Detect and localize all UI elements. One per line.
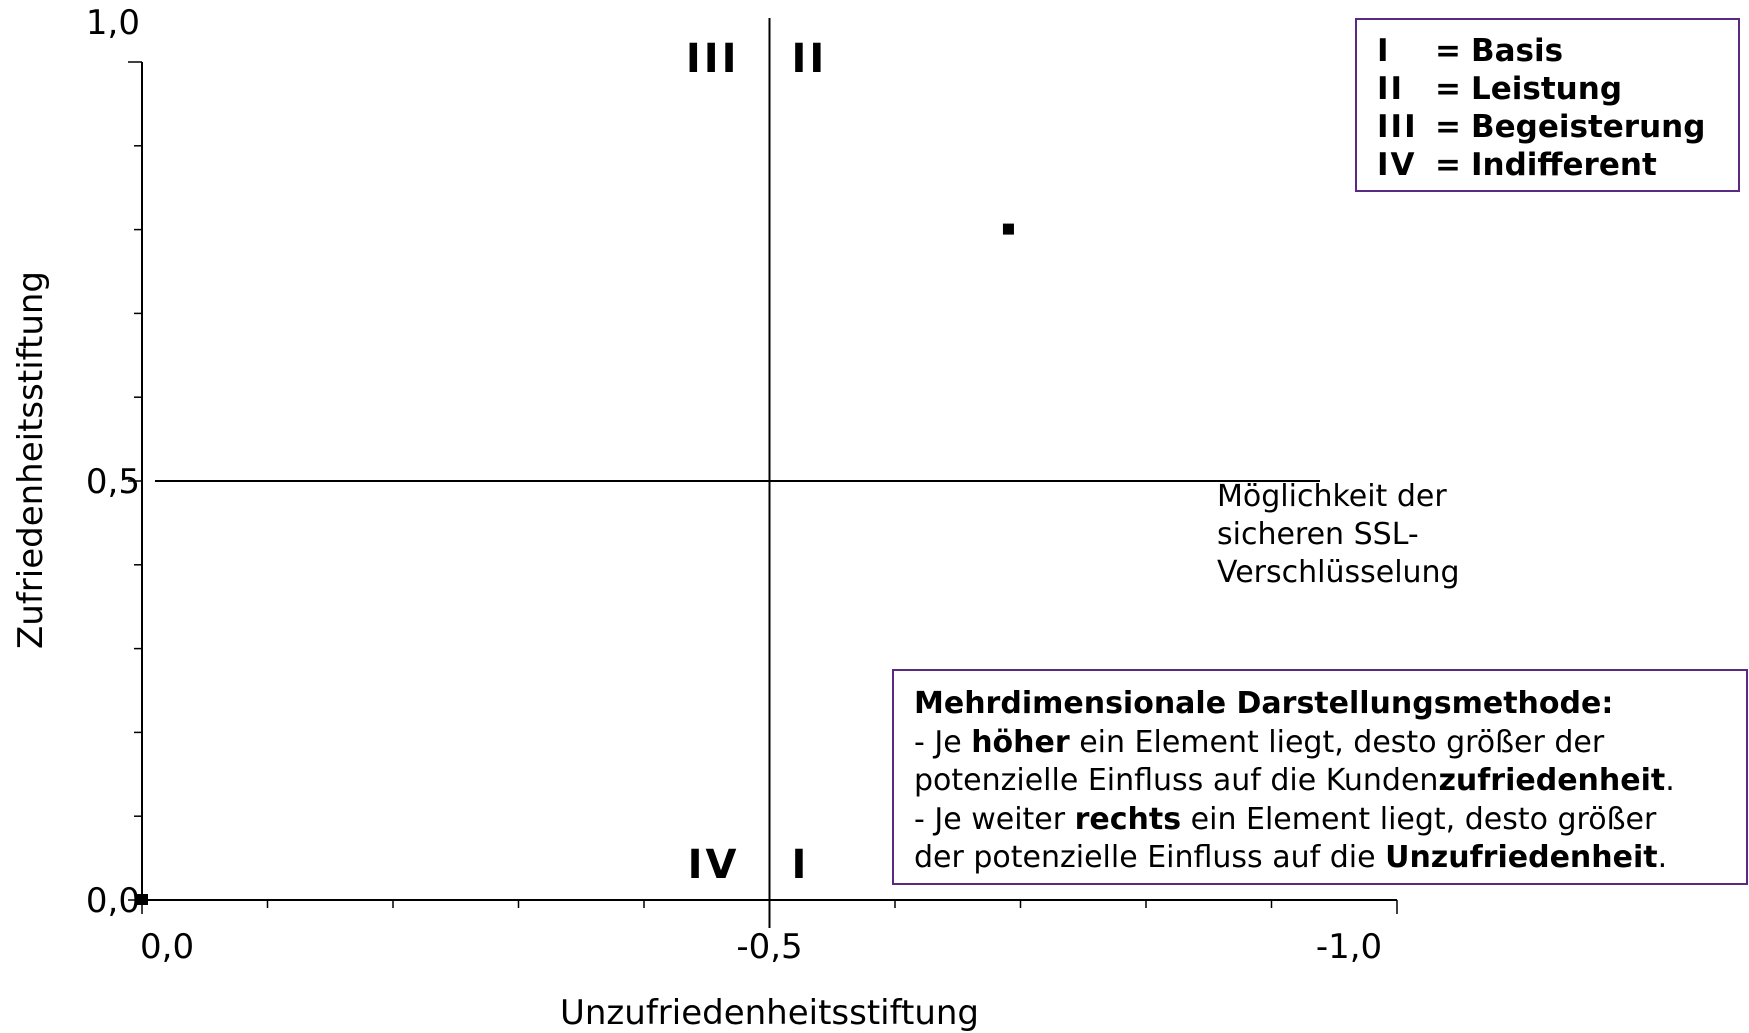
- data-point: [137, 894, 148, 905]
- method-note: Mehrdimensionale Darstellungsmethode: - …: [892, 669, 1748, 885]
- legend-label: Begeisterung: [1471, 109, 1706, 145]
- legend-code: I: [1377, 33, 1391, 69]
- y-tick-label: 1,0: [86, 3, 140, 43]
- legend-label: Basis: [1471, 33, 1564, 69]
- x-axis-label: Unzufriedenheitsstiftung: [560, 993, 979, 1033]
- legend-equals: =: [1435, 109, 1461, 145]
- legend-code: II: [1377, 71, 1405, 107]
- legend-label: Indifferent: [1471, 147, 1657, 183]
- note-emphasis: höher: [971, 724, 1070, 760]
- note-text: .: [1665, 763, 1675, 798]
- quadrant-label-top-left: III: [686, 36, 740, 82]
- point-annotation-line: Verschlüsselung: [1217, 555, 1460, 590]
- legend-equals: =: [1435, 71, 1461, 107]
- quadrant-label-bottom-left: IV: [688, 842, 740, 888]
- x-tick-label: -1,0: [1316, 927, 1382, 967]
- note-text: potenzielle Einfluss auf die Kunden: [914, 763, 1439, 798]
- data-point: [1002, 223, 1014, 235]
- note-emphasis: rechts: [1074, 801, 1182, 837]
- legend-code: IV: [1377, 147, 1417, 183]
- y-tick-label: 0,5: [86, 462, 140, 502]
- note-text: - Je weiter: [914, 801, 1075, 837]
- legend-equals: =: [1435, 33, 1461, 69]
- legend-entry: I = Basis: [1377, 32, 1738, 70]
- note-text: ein Element liegt, desto größer der: [1069, 724, 1605, 760]
- legend-entry: IV = Indifferent: [1377, 146, 1738, 184]
- quadrant-label-top-right: II: [792, 36, 828, 82]
- note-line: - Je höher ein Element liegt, desto größ…: [914, 724, 1746, 763]
- note-line: potenzielle Einfluss auf die Kundenzufri…: [914, 762, 1746, 801]
- note-line: - Je weiter rechts ein Element liegt, de…: [914, 801, 1746, 840]
- tick-labels: 0,0 -0,5 -1,0 0,0 0,5 1,0: [86, 3, 1382, 967]
- point-annotation: Möglichkeit der sicheren SSL- Verschlüss…: [1217, 478, 1460, 592]
- y-axis-label: Zufriedenheitsstiftung: [11, 271, 51, 649]
- note-text: .: [1657, 840, 1668, 875]
- x-tick-label: -0,5: [736, 927, 802, 967]
- y-tick-label: 0,0: [86, 881, 140, 921]
- point-annotation-line: sicheren SSL-: [1217, 517, 1419, 552]
- legend-label: Leistung: [1471, 71, 1623, 107]
- data-points: [137, 223, 1014, 905]
- note-text: ein Element liegt, desto größer: [1181, 801, 1657, 837]
- point-annotation-line: Möglichkeit der: [1217, 479, 1447, 514]
- legend-entry: III = Begeisterung: [1377, 108, 1738, 146]
- note-emphasis: Unzufriedenheit: [1385, 840, 1658, 875]
- note-title: Mehrdimensionale Darstellungsmethode:: [914, 686, 1614, 721]
- legend-code: III: [1377, 109, 1418, 145]
- legend-equals: =: [1435, 147, 1461, 183]
- legend: I = Basis II = Leistung III = Begeisteru…: [1355, 18, 1740, 192]
- axes: [128, 18, 1398, 928]
- x-tick-label: 0,0: [140, 927, 194, 967]
- note-text: der potenzielle Einfluss auf die: [914, 840, 1386, 875]
- legend-entry: II = Leistung: [1377, 70, 1738, 108]
- quadrant-label-bottom-right: I: [792, 842, 810, 888]
- note-line: der potenzielle Einfluss auf die Unzufri…: [914, 839, 1746, 878]
- note-text: - Je: [914, 724, 972, 760]
- note-emphasis: zufriedenheit: [1438, 763, 1666, 798]
